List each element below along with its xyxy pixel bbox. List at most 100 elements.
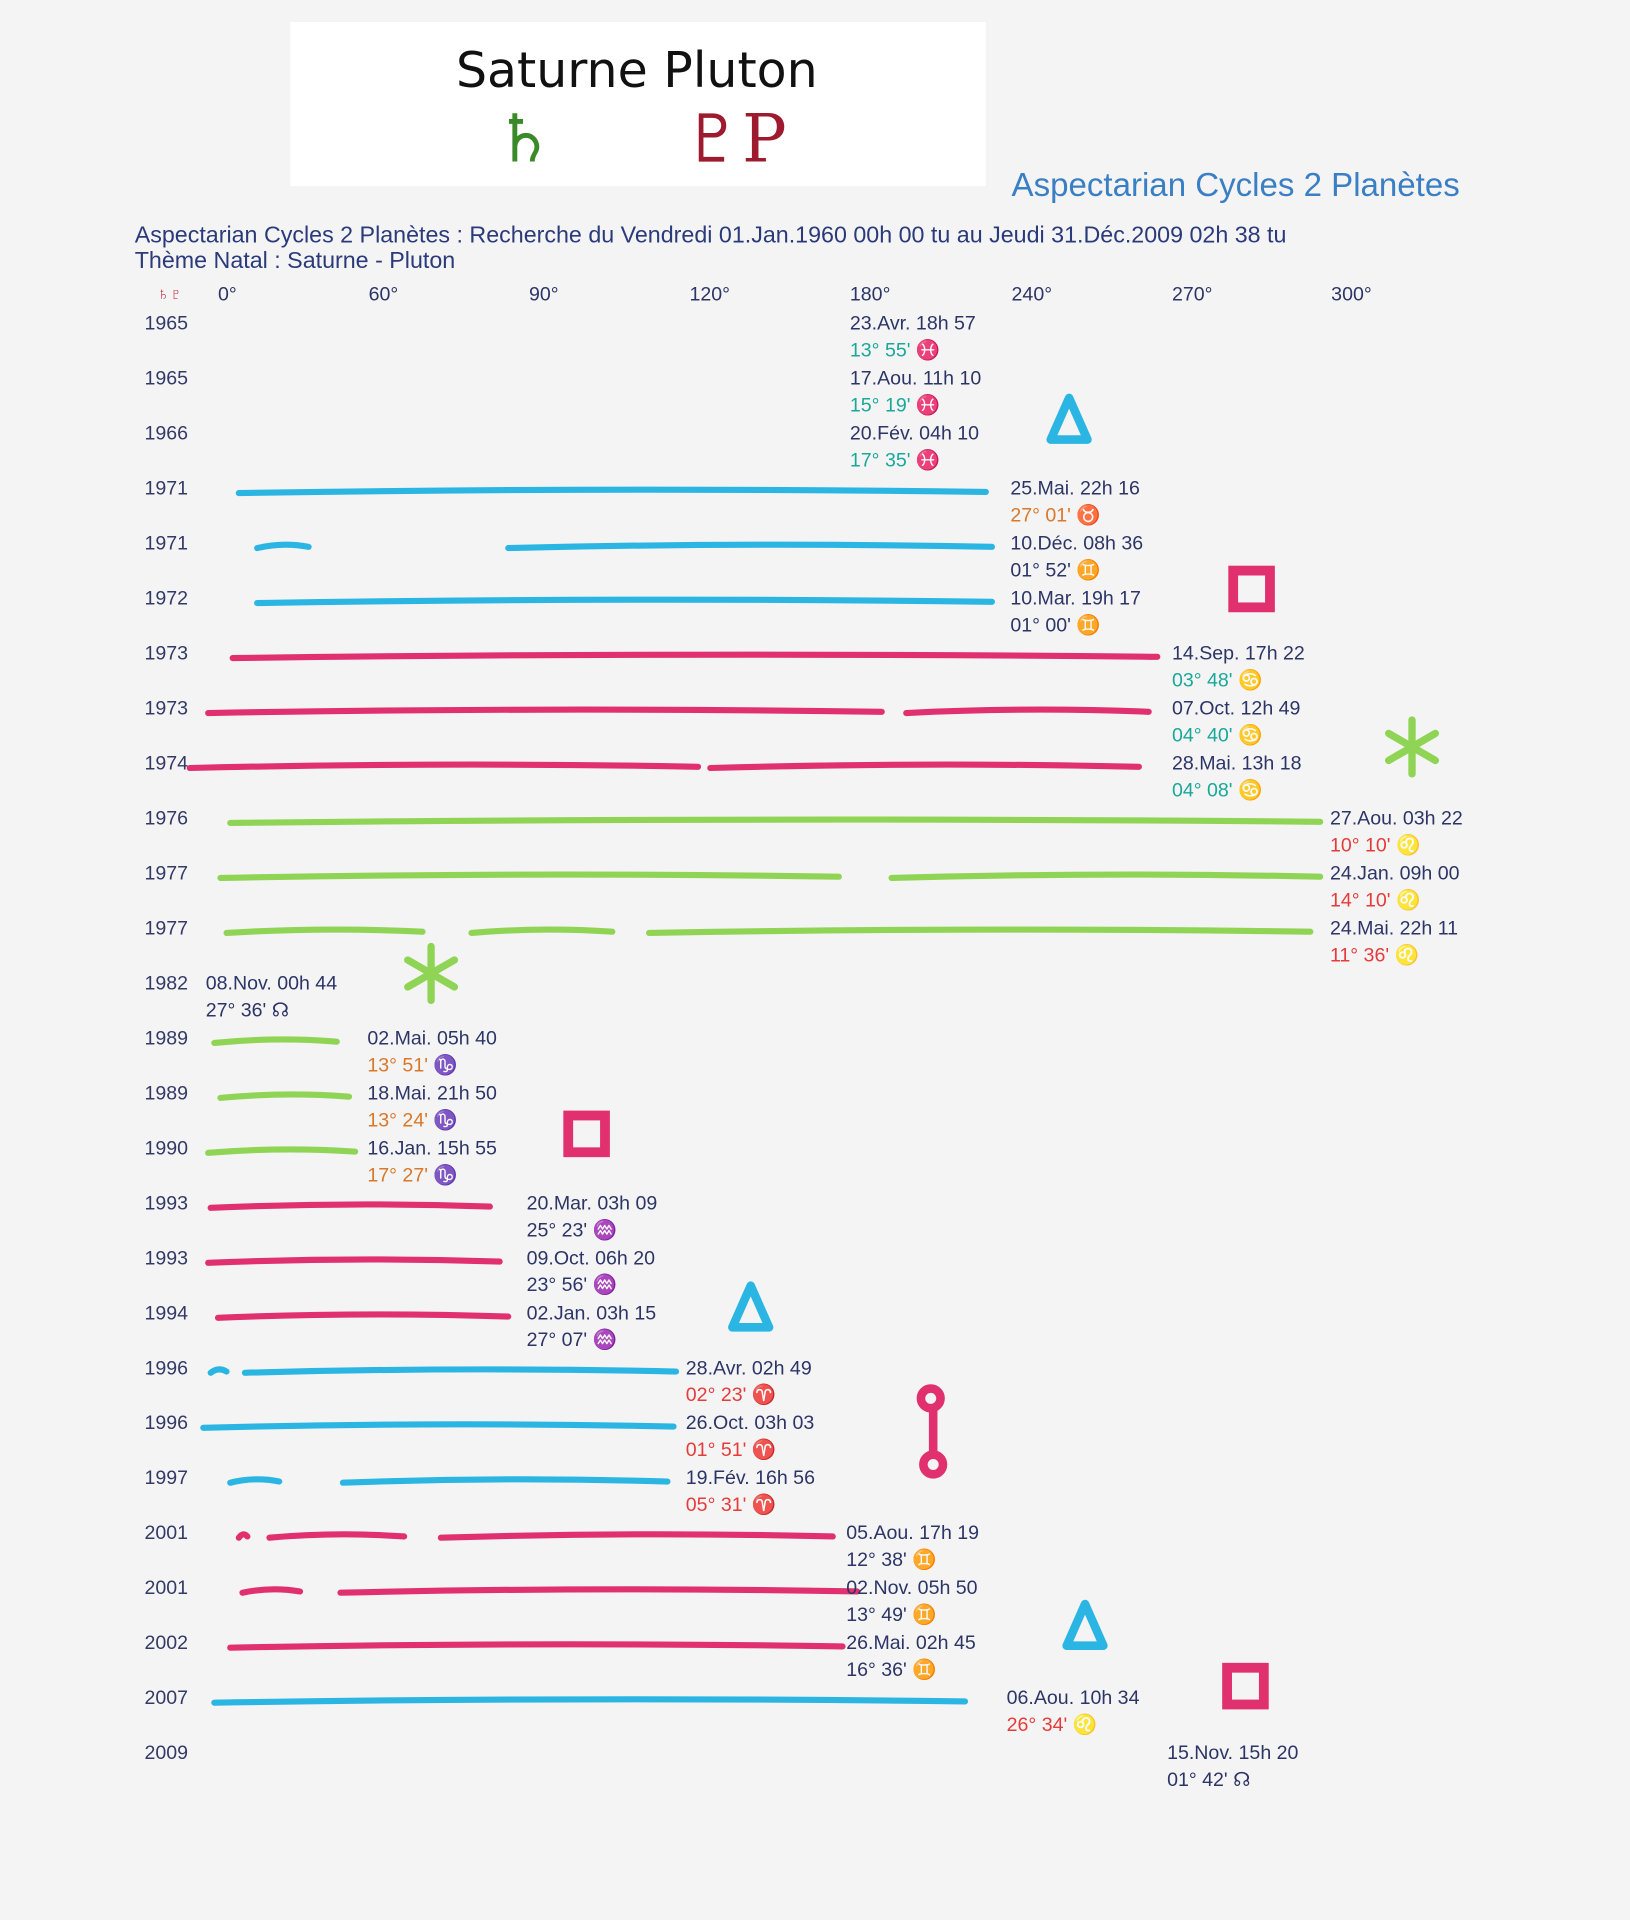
marker-stroke [207, 1366, 230, 1376]
square-symbol [563, 1110, 610, 1158]
year: 2001 [145, 1577, 189, 1599]
position: 10° 10' ♌ [1330, 833, 1420, 856]
column-header: 300° [1331, 283, 1372, 305]
opposition-circle [919, 1450, 948, 1479]
square-symbol [1222, 1662, 1269, 1710]
date: 20.Fév. 04h 10 [850, 423, 979, 445]
marker-stroke [211, 1696, 969, 1706]
date: 26.Oct. 03h 03 [686, 1412, 815, 1434]
position: 01° 52' ♊ [1010, 559, 1100, 582]
marker-stroke [505, 541, 996, 552]
date: 05.Aou. 17h 19 [846, 1522, 979, 1544]
header-title: Saturne Pluton [456, 42, 818, 99]
position: 12° 38' ♊ [846, 1548, 936, 1571]
column-header: 270° [1172, 283, 1213, 305]
position: 04° 08' ♋ [1172, 778, 1262, 801]
position: 01° 51' ♈ [686, 1438, 776, 1461]
position: 05° 31' ♈ [686, 1493, 776, 1516]
year: 1966 [145, 423, 189, 445]
square-symbol [1228, 565, 1275, 613]
marker-stroke [207, 1201, 493, 1211]
year: 1973 [145, 643, 189, 665]
marker-stroke [266, 1531, 408, 1541]
position: 27° 07' ♒ [527, 1328, 617, 1351]
position: 04° 40' ♋ [1172, 723, 1262, 746]
marker-stroke [205, 706, 885, 717]
date: 26.Mai. 02h 45 [846, 1632, 976, 1654]
position: 16° 36' ♊ [846, 1658, 936, 1681]
marker-stroke [217, 871, 842, 882]
marker-stroke [229, 651, 1161, 662]
column-symbols: ♄♇ [157, 284, 183, 304]
position: 03° 48' ♋ [1172, 668, 1262, 691]
marker-stroke [254, 541, 312, 552]
position: 26° 34' ♌ [1007, 1713, 1097, 1736]
position: 27° 01' ♉ [1010, 504, 1100, 527]
year: 1965 [145, 368, 189, 390]
year: 1976 [145, 807, 189, 829]
year: 1972 [145, 588, 189, 610]
date: 23.Avr. 18h 57 [850, 313, 976, 335]
year: 1993 [145, 1247, 189, 1269]
column-header: 240° [1012, 283, 1053, 305]
marker-stroke [707, 761, 1142, 772]
year: 1990 [145, 1137, 189, 1159]
position: 15° 19' ♓ [850, 394, 940, 417]
year: 1965 [145, 313, 189, 335]
year: 2007 [145, 1687, 189, 1709]
saturn-glyph: ♄ [495, 99, 554, 177]
date: 14.Sep. 17h 22 [1172, 643, 1305, 665]
year: 2001 [145, 1522, 189, 1544]
marker-stroke [235, 1531, 251, 1541]
year: 1982 [145, 972, 189, 994]
date: 02.Nov. 05h 50 [846, 1577, 977, 1599]
position: 13° 24' ♑ [367, 1108, 457, 1131]
date: 08.Nov. 00h 44 [206, 972, 337, 994]
column-header: 120° [689, 283, 730, 305]
sextile-symbol [1385, 716, 1440, 778]
marker-stroke [205, 1146, 359, 1156]
year: 1971 [145, 533, 189, 555]
position: 17° 35' ♓ [850, 449, 940, 472]
date: 24.Jan. 09h 00 [1330, 862, 1460, 884]
date: 28.Avr. 02h 49 [686, 1357, 812, 1379]
trine-symbol [728, 1281, 774, 1332]
date: 19.Fév. 16h 56 [686, 1467, 815, 1489]
position: 13° 49' ♊ [846, 1603, 936, 1626]
position: 11° 36' ♌ [1330, 943, 1419, 966]
pluto-glyph: ♇P [683, 100, 787, 177]
marker-stroke [339, 1476, 671, 1486]
header-box [290, 22, 986, 187]
marker-stroke [239, 1586, 304, 1596]
opposition-symbol [916, 1384, 948, 1479]
sextile-stroke [404, 956, 459, 991]
date: 27.Aou. 03h 22 [1330, 807, 1463, 829]
sextile-stroke [1385, 729, 1440, 765]
hand-drawn-marks [186, 393, 1440, 1710]
year: 1996 [145, 1357, 189, 1379]
position: 01° 42' ☊ [1167, 1769, 1250, 1791]
date: 15.Nov. 15h 20 [1167, 1742, 1298, 1764]
year: 1989 [145, 1027, 189, 1049]
rows: 0° 60° 90° 120° 180° 240° 270° 300° 1965 23.Avr. … [145, 283, 1463, 1791]
date: 16.Jan. 15h 55 [367, 1137, 497, 1159]
marker-stroke [254, 596, 996, 607]
year: 1977 [145, 862, 189, 884]
year: 1997 [145, 1467, 189, 1489]
year: 1989 [145, 1082, 189, 1104]
year: 1971 [145, 478, 189, 500]
position: 02° 23' ♈ [686, 1383, 776, 1406]
marker-stroke [337, 1586, 861, 1596]
column-header: 90° [529, 283, 559, 305]
natal-line: Thème Natal : Saturne - Pluton [135, 247, 456, 273]
position: 13° 51' ♑ [367, 1053, 457, 1076]
marker-stroke [217, 1091, 353, 1101]
marker-stroke [227, 1476, 283, 1486]
marker-stroke [211, 1036, 340, 1046]
marker-stroke [223, 926, 426, 936]
date: 02.Jan. 03h 15 [527, 1302, 657, 1324]
marker-stroke [186, 761, 702, 772]
position: 01° 00' ♊ [1010, 613, 1100, 636]
